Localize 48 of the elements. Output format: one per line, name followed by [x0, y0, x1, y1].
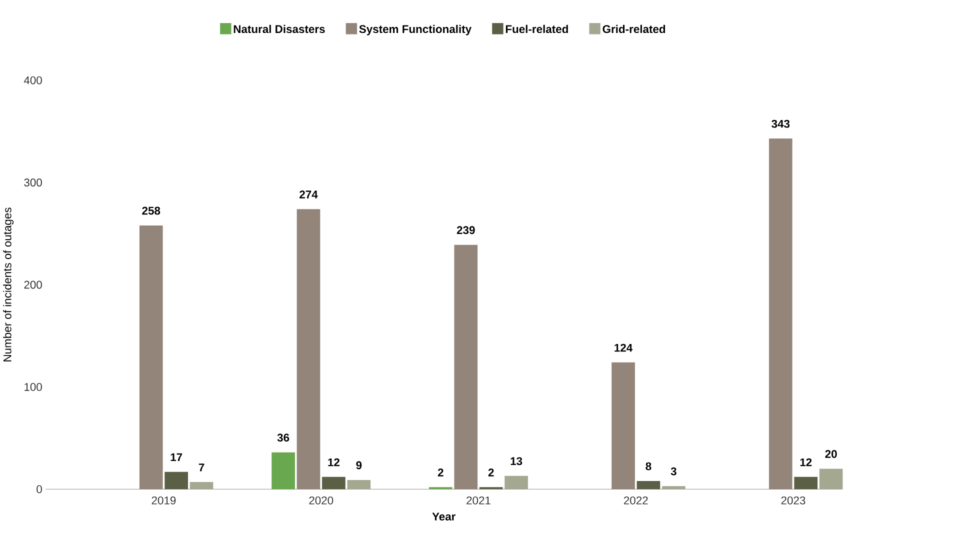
- x-tick-label: 2022: [624, 496, 648, 504]
- bar: [662, 486, 686, 489]
- data-label: 20: [825, 450, 837, 458]
- bar: [272, 452, 295, 489]
- x-tick-label: 2020: [309, 496, 334, 504]
- data-label: 3: [670, 467, 676, 476]
- y-tick-label: 200: [24, 280, 42, 288]
- x-tick-label: 2023: [781, 496, 806, 504]
- legend-label: Natural Disasters: [234, 24, 325, 33]
- legend-label: System Functionality: [359, 24, 472, 36]
- bar: [347, 480, 371, 489]
- y-axis-title: Number of incidents of outages: [3, 207, 14, 362]
- bar: [636, 480, 660, 489]
- bar: [322, 476, 346, 489]
- bar: [296, 208, 320, 489]
- bar: [164, 472, 188, 489]
- data-label: 274: [300, 190, 318, 198]
- data-label: 7: [198, 463, 204, 472]
- bar: [819, 468, 843, 489]
- bar: [768, 138, 792, 489]
- data-label: 17: [170, 453, 182, 461]
- data-label: 343: [772, 120, 790, 128]
- y-tick-label: 400: [24, 76, 42, 84]
- y-tick-label: 0: [36, 485, 42, 493]
- data-label: 124: [614, 344, 633, 352]
- bar: [612, 362, 635, 489]
- legend-label: Grid-related: [602, 24, 666, 33]
- bar: [504, 476, 528, 489]
- data-label: 12: [800, 458, 812, 466]
- data-label: 258: [142, 206, 160, 214]
- bar: [139, 225, 163, 489]
- data-label: 36: [277, 433, 290, 442]
- data-label: 9: [356, 461, 362, 470]
- data-label: 2: [438, 468, 444, 476]
- data-label: 12: [328, 458, 340, 466]
- data-label: 8: [646, 462, 652, 470]
- y-tick-label: 300: [24, 178, 42, 186]
- y-tick-label: 100: [24, 382, 42, 391]
- bar: [190, 482, 214, 489]
- data-label: 239: [456, 226, 475, 234]
- x-tick-label: 2021: [466, 496, 490, 504]
- x-tick-label: 2019: [152, 496, 176, 504]
- x-axis-title: Year: [432, 512, 456, 520]
- bar: [454, 244, 478, 489]
- bar: [794, 476, 818, 489]
- legend-label: Fuel-related: [506, 24, 568, 33]
- data-label: 2: [488, 468, 494, 476]
- data-label: 13: [510, 456, 522, 465]
